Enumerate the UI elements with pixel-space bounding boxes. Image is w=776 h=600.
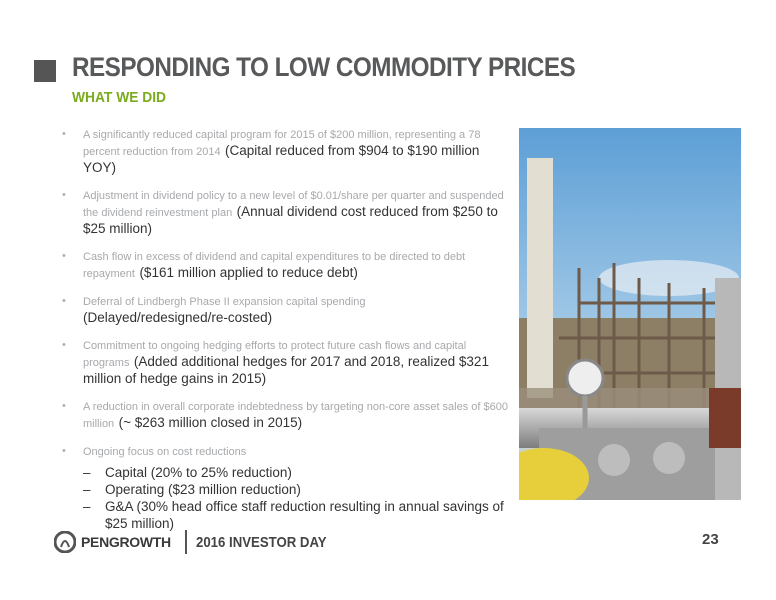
sub-list: Capital (20% to 25% reduction) Operating…	[83, 464, 512, 532]
title: RESPONDING TO LOW COMMODITY PRICES	[72, 52, 576, 82]
logo: PENGROWTH	[54, 531, 171, 553]
bullet: Adjustment in dividend policy to a new l…	[62, 187, 512, 237]
bullet-text: A reduction in overall corporate indebte…	[83, 401, 508, 430]
sub-item: Operating ($23 million reduction)	[83, 481, 512, 498]
bullet-text: A significantly reduced capital program …	[83, 129, 481, 158]
bullet-text: Adjustment in dividend policy to a new l…	[83, 190, 504, 219]
bullet-text: Ongoing focus on cost reductions	[83, 446, 247, 458]
bullet-note: (Capital reduced from $904 to $190 milli…	[83, 143, 480, 175]
bullet: A significantly reduced capital program …	[62, 126, 512, 176]
plant-photo	[519, 128, 741, 500]
bullet: A reduction in overall corporate indebte…	[62, 398, 512, 432]
title-square	[34, 60, 56, 82]
event-name: 2016 INVESTOR DAY	[196, 534, 327, 551]
bullet-text: Deferral of Lindbergh Phase II expansion…	[83, 296, 366, 308]
bullet-list: A significantly reduced capital program …	[62, 126, 512, 543]
logo-text: PENGROWTH	[81, 534, 171, 550]
bullet-text: Cash flow in excess of dividend and capi…	[83, 251, 466, 280]
sub-item: G&A (30% head office staff reduction res…	[83, 498, 512, 532]
sub-item: Capital (20% to 25% reduction)	[83, 464, 512, 481]
logo-icon	[54, 531, 76, 553]
bullet: Ongoing focus on cost reductions Capital…	[62, 443, 512, 532]
bullet-note: (Delayed/redesigned/re-costed)	[83, 310, 273, 325]
bullet: Cash flow in excess of dividend and capi…	[62, 248, 512, 282]
bullet-note: (Annual dividend cost reduced from $250 …	[83, 204, 498, 236]
bullet-text: Commitment to ongoing hedging efforts to…	[83, 340, 467, 369]
bullet: Commitment to ongoing hedging efforts to…	[62, 337, 512, 387]
separator	[185, 530, 187, 554]
bullet-note: ($161 million applied to reduce debt)	[139, 265, 358, 280]
bullet-note: (Added additional hedges for 2017 and 20…	[83, 354, 489, 386]
bullet: Deferral of Lindbergh Phase II expansion…	[62, 293, 512, 326]
bullet-note: (~ $263 million closed in 2015)	[118, 415, 303, 430]
page-number: 23	[702, 531, 719, 548]
subtitle: WHAT WE DID	[72, 89, 167, 106]
